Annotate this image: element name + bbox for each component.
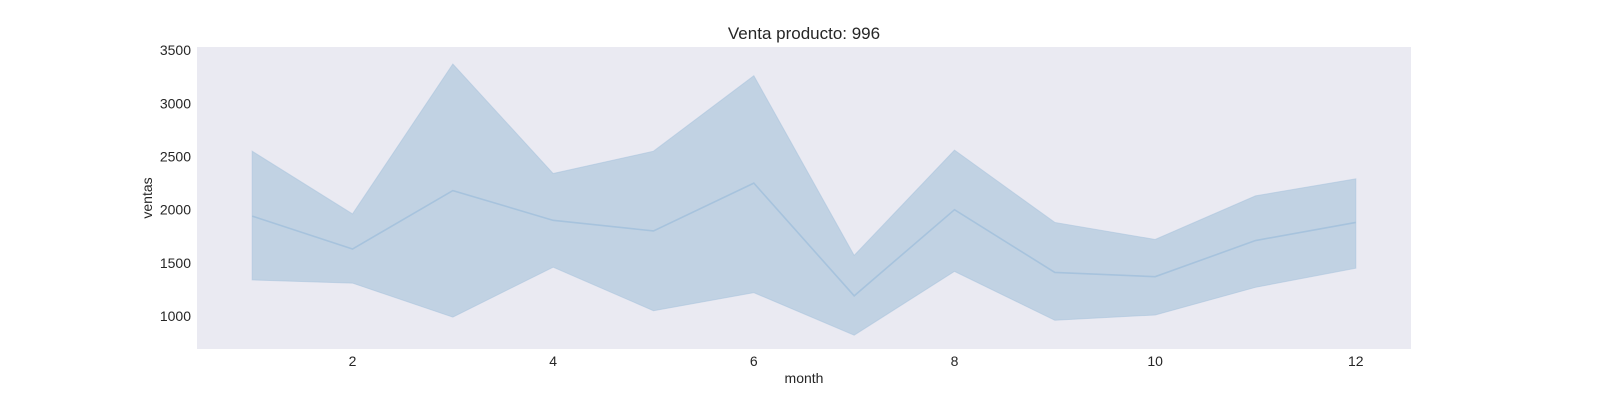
x-axis-label: month	[785, 370, 824, 386]
y-axis-label: ventas	[139, 177, 155, 218]
data-point	[953, 208, 957, 212]
x-tick-label: 2	[349, 353, 357, 369]
confidence-band-layer	[251, 63, 1357, 336]
series-line-layer	[250, 181, 1358, 298]
data-point	[1153, 275, 1157, 279]
data-point	[1253, 239, 1257, 243]
data-point	[351, 247, 355, 251]
data-point	[451, 189, 455, 193]
y-tick-label: 2500	[160, 149, 191, 165]
data-point	[551, 218, 555, 222]
y-tick-label: 1000	[160, 308, 191, 324]
y-tick-label: 2000	[160, 202, 191, 218]
y-tick-label: 3500	[160, 42, 191, 58]
confidence-band	[251, 63, 1357, 336]
data-point	[1354, 220, 1358, 224]
x-tick-label: 12	[1348, 353, 1364, 369]
x-tick-label: 10	[1147, 353, 1163, 369]
data-point	[752, 181, 756, 185]
y-tick-labels: 1000 1500 2000 2500 3000 3500	[160, 42, 191, 324]
data-point	[852, 294, 856, 298]
x-tick-labels: 2 4 6 8 10 12	[349, 353, 1364, 369]
y-tick-label: 1500	[160, 255, 191, 271]
x-tick-label: 4	[549, 353, 557, 369]
chart-title: Venta producto: 996	[728, 24, 880, 43]
data-point	[250, 214, 254, 218]
data-point	[652, 229, 656, 233]
x-tick-label: 8	[951, 353, 959, 369]
x-tick-label: 6	[750, 353, 758, 369]
y-tick-label: 3000	[160, 95, 191, 111]
data-point	[1053, 270, 1057, 274]
series-line	[251, 182, 1356, 297]
